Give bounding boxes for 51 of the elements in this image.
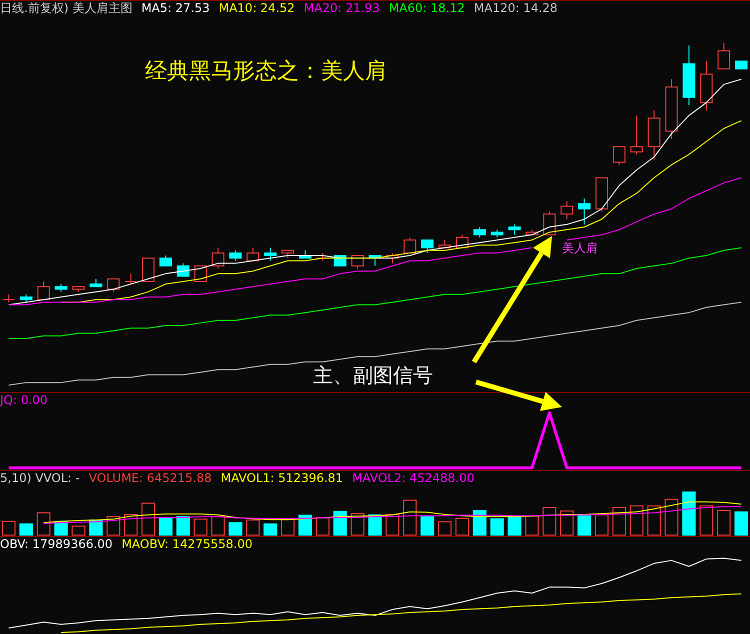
bar	[682, 492, 696, 536]
bar	[578, 515, 592, 536]
candlestick	[508, 224, 521, 236]
bar	[508, 516, 522, 536]
candlestick	[229, 250, 242, 262]
bar	[333, 510, 347, 536]
text: OBV: 17989366.00	[0, 537, 113, 551]
candlestick	[421, 239, 434, 254]
bar	[298, 514, 312, 536]
bar	[734, 511, 748, 536]
annotation: 经典黑马形态之：美人肩	[145, 59, 387, 84]
candlestick	[578, 198, 591, 225]
candlestick	[612, 146, 626, 166]
bar	[490, 518, 504, 536]
bar	[264, 523, 278, 536]
bar	[19, 523, 33, 536]
text: MA10: 24.52	[218, 1, 295, 15]
text: MAOBV: 14275558.00	[122, 537, 252, 551]
candlestick	[404, 236, 416, 254]
candlestick	[37, 280, 50, 300]
candlestick	[351, 255, 364, 269]
text: MA120: 14.28	[474, 1, 558, 15]
candlestick	[246, 247, 260, 262]
text: MA5: 27.53	[141, 1, 210, 15]
candlestick	[543, 210, 556, 236]
bar	[176, 516, 190, 536]
candlestick	[630, 115, 643, 155]
candlestick	[718, 42, 730, 70]
text: MA20: 21.93	[304, 1, 380, 15]
bar	[158, 516, 172, 536]
text: MAVOL2: 452488.00	[352, 471, 474, 485]
candlestick	[159, 255, 172, 266]
candlestick	[142, 258, 155, 282]
candlestick	[124, 273, 138, 285]
chart-title: 5,10) VVOL: -	[0, 471, 80, 485]
text: VOLUME: 645215.88	[88, 471, 212, 485]
bar	[420, 516, 434, 536]
candlestick	[107, 278, 120, 292]
bar	[472, 510, 486, 536]
chart-title: 日线.前复权) 美人肩主图	[0, 1, 132, 15]
bar	[368, 514, 382, 536]
candlestick	[212, 247, 224, 269]
bar	[228, 522, 242, 536]
text: MA60: 18.12	[388, 1, 465, 15]
text: 主、副图信号	[313, 363, 433, 387]
annotation: 美人肩	[562, 241, 598, 256]
candlestick	[560, 200, 574, 220]
text: MAVOL1: 512396.81	[220, 471, 344, 485]
candlestick	[176, 262, 190, 277]
candlestick	[264, 247, 277, 262]
candlestick	[473, 226, 486, 238]
